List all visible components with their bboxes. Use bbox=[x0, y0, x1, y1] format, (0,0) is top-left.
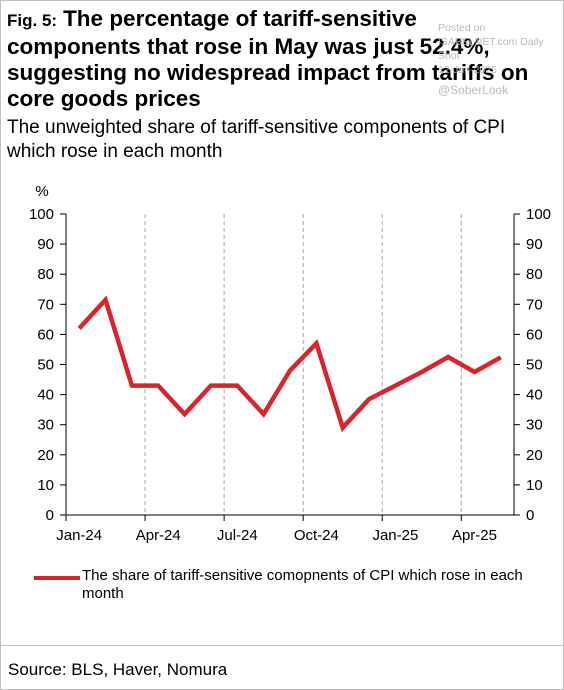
watermark-line4: 12-Jun-2025 bbox=[438, 64, 497, 76]
y-tick-label-right: 50 bbox=[526, 357, 543, 374]
y-tick-label-right: 0 bbox=[526, 507, 534, 524]
label-layer: 0 0 10 10 20 20 30 30 40 40 50 50 60 60 70 70 80 80 90 90 10… bbox=[29, 183, 551, 544]
y-tick-label-right: 60 bbox=[526, 326, 543, 343]
y-tick-label-left: 70 bbox=[37, 296, 54, 313]
y-tick-label-right: 100 bbox=[526, 206, 551, 223]
x-tick-label: Jul-24 bbox=[217, 527, 258, 544]
watermark-line1: Posted on bbox=[438, 22, 486, 34]
chart-title: Fig. 5: The percentage of tariff-sensitiv… bbox=[7, 6, 555, 112]
y-tick-label-right: 30 bbox=[526, 417, 543, 434]
y-tick-label-right: 10 bbox=[526, 477, 543, 494]
y-tick-label-left: 90 bbox=[37, 236, 54, 253]
x-tick-label: Apr-25 bbox=[452, 527, 497, 544]
x-tick-label: Jan-24 bbox=[56, 527, 102, 544]
grid-layer bbox=[144, 214, 462, 515]
title-text: The percentage of tariff-sensitive compo… bbox=[7, 6, 529, 111]
y-tick-label-left: 10 bbox=[37, 477, 54, 494]
footer-divider bbox=[0, 645, 564, 646]
series-line bbox=[77, 295, 502, 433]
axes-layer bbox=[60, 213, 520, 521]
figure-label: Fig. 5: bbox=[7, 11, 58, 30]
legend-swatch bbox=[34, 576, 80, 580]
watermark-line3: Daily Shot bbox=[438, 36, 544, 62]
legend-label: The share of tariff-sensitive comopnents… bbox=[82, 567, 523, 602]
y-tick-label-right: 80 bbox=[526, 266, 543, 283]
watermark: Posted on ISABELNET.com Daily Shot 12-Ju… bbox=[438, 21, 548, 97]
series-layer bbox=[77, 295, 502, 433]
watermark-line2: ISABELNET.com bbox=[438, 36, 518, 48]
y-tick-label-left: 40 bbox=[37, 387, 54, 404]
watermark-handle: @SoberLook bbox=[438, 83, 509, 97]
y-tick-label-right: 90 bbox=[526, 236, 543, 253]
y-tick-label-left: 100 bbox=[29, 206, 54, 223]
y-tick-label-left: 50 bbox=[37, 357, 54, 374]
y-tick-label-left: 60 bbox=[37, 326, 54, 343]
y-axis-label: % bbox=[35, 183, 48, 200]
y-tick-label-right: 40 bbox=[526, 387, 543, 404]
line-chart: 0 0 10 10 20 20 30 30 40 40 50 50 60 60 70 70 80 80 90 90 10… bbox=[29, 183, 551, 544]
y-tick-label-left: 0 bbox=[46, 507, 54, 524]
source-note: Source: BLS, Haver, Nomura bbox=[8, 660, 228, 679]
x-tick-label: Apr-24 bbox=[136, 527, 181, 544]
y-tick-label-right: 70 bbox=[526, 296, 543, 313]
y-tick-label-left: 20 bbox=[37, 447, 54, 464]
y-tick-label-left: 80 bbox=[37, 266, 54, 283]
y-tick-label-right: 20 bbox=[526, 447, 543, 464]
chart-subtitle: The unweighted share of tariff-sensitive… bbox=[7, 117, 506, 162]
x-tick-label: Jan-25 bbox=[372, 527, 418, 544]
x-tick-label: Oct-24 bbox=[294, 527, 339, 544]
y-tick-label-left: 30 bbox=[37, 417, 54, 434]
